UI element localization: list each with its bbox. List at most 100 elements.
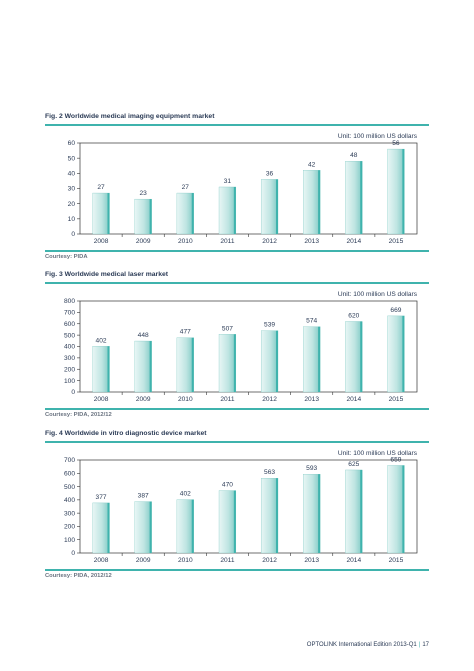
y-tick-label: 60 bbox=[68, 140, 76, 147]
data-label: 625 bbox=[348, 461, 359, 468]
y-tick-label: 700 bbox=[64, 310, 75, 317]
y-tick-label: 800 bbox=[64, 298, 75, 305]
figure-title: Fig. 4 Worldwide in vitro diagnostic dev… bbox=[45, 430, 207, 437]
data-label: 448 bbox=[138, 332, 149, 339]
bar bbox=[260, 179, 279, 235]
data-label: 470 bbox=[222, 482, 233, 489]
x-tick-label: 2008 bbox=[94, 238, 109, 245]
y-tick-label: 50 bbox=[68, 155, 76, 162]
x-tick-label: 2015 bbox=[389, 396, 404, 403]
bar-edge bbox=[318, 170, 321, 234]
bar-edge bbox=[233, 490, 236, 553]
x-tick-label: 2011 bbox=[220, 396, 235, 403]
data-label: 36 bbox=[266, 170, 274, 177]
laser-market-chart: Unit: 100 million US dollars 0 100 200 300 40… bbox=[45, 287, 429, 407]
bar bbox=[176, 337, 194, 393]
bar-edge bbox=[107, 502, 110, 553]
figure-title: Fig. 2 Worldwide medical imaging equipme… bbox=[45, 113, 215, 120]
bar bbox=[134, 501, 152, 554]
bar bbox=[345, 469, 363, 554]
top-divider bbox=[45, 441, 429, 443]
unit-label: Unit: 100 million US dollars bbox=[338, 450, 418, 457]
bar-edge bbox=[402, 465, 405, 553]
bar bbox=[92, 502, 110, 554]
y-tick-label: 500 bbox=[64, 332, 75, 339]
top-divider bbox=[45, 124, 429, 126]
bar-edge bbox=[275, 179, 278, 234]
y-tick-label: 100 bbox=[64, 378, 75, 385]
bar bbox=[345, 161, 363, 235]
data-label: 593 bbox=[306, 465, 317, 472]
data-label: 56 bbox=[392, 140, 400, 147]
bar-edge bbox=[107, 193, 110, 234]
courtesy-note: Courtesy: PIDA bbox=[45, 254, 88, 260]
bar bbox=[303, 326, 321, 393]
chart-svg: Unit: 100 million US dollars 0 100 200 300 40… bbox=[64, 291, 418, 403]
data-label: 23 bbox=[140, 190, 148, 197]
y-tick-label: 700 bbox=[64, 457, 75, 464]
x-tick-label: 2014 bbox=[346, 396, 361, 403]
page-number: 17 bbox=[422, 642, 429, 648]
x-tick-label: 2015 bbox=[389, 238, 404, 245]
bar-edge bbox=[191, 499, 194, 553]
bar-edge bbox=[402, 149, 405, 234]
x-tick-label: 2009 bbox=[136, 557, 151, 564]
ivd-market-chart: Unit: 100 million US dollars 0 100 200 300 40… bbox=[45, 446, 429, 568]
footer-publication: OPTOLINK International Edition 2013-Q1 bbox=[306, 642, 417, 648]
bar bbox=[303, 474, 321, 554]
bar bbox=[387, 148, 405, 235]
y-tick-label: 10 bbox=[68, 216, 76, 223]
x-tick-label: 2012 bbox=[262, 557, 277, 564]
x-tick-label: 2014 bbox=[346, 238, 361, 245]
data-label: 507 bbox=[222, 325, 233, 332]
bar-edge bbox=[191, 193, 194, 234]
unit-label: Unit: 100 million US dollars bbox=[338, 291, 418, 298]
data-label: 48 bbox=[350, 152, 358, 159]
bar-edge bbox=[107, 346, 110, 392]
bottom-divider bbox=[45, 250, 429, 252]
bar bbox=[134, 340, 152, 393]
x-tick-label: 2013 bbox=[304, 557, 319, 564]
x-tick-label: 2009 bbox=[136, 396, 151, 403]
bar-edge bbox=[360, 161, 363, 234]
courtesy-note: Courtesy: PIDA, 2012/12 bbox=[45, 412, 112, 418]
bar-edge bbox=[191, 337, 194, 392]
x-tick-label: 2015 bbox=[389, 557, 404, 564]
y-tick-label: 30 bbox=[68, 186, 76, 193]
data-label: 42 bbox=[308, 161, 316, 168]
data-label: 27 bbox=[182, 184, 190, 191]
y-tick-label: 500 bbox=[64, 484, 75, 491]
x-tick-label: 2011 bbox=[220, 238, 235, 245]
page-footer: OPTOLINK International Edition 2013-Q1 | 1… bbox=[307, 642, 429, 648]
y-tick-label: 200 bbox=[64, 366, 75, 373]
y-tick-label: 100 bbox=[64, 537, 75, 544]
data-label: 620 bbox=[348, 312, 359, 319]
data-label: 477 bbox=[180, 329, 191, 336]
bar-edge bbox=[149, 199, 152, 234]
figure-title: Fig. 3 Worldwide medical laser market bbox=[45, 271, 169, 278]
y-tick-label: 0 bbox=[71, 231, 75, 238]
bottom-divider bbox=[45, 408, 429, 410]
data-label: 27 bbox=[97, 184, 105, 191]
x-tick-label: 2011 bbox=[220, 557, 235, 564]
data-label: 31 bbox=[224, 178, 232, 185]
y-tick-label: 300 bbox=[64, 355, 75, 362]
bar bbox=[92, 346, 110, 393]
y-tick-label: 400 bbox=[64, 344, 75, 351]
bar bbox=[387, 315, 405, 393]
x-tick-label: 2009 bbox=[136, 238, 151, 245]
y-tick-label: 20 bbox=[68, 201, 76, 208]
data-label: 669 bbox=[390, 307, 401, 314]
y-tick-label: 40 bbox=[68, 171, 76, 178]
x-tick-label: 2008 bbox=[94, 396, 109, 403]
bar bbox=[176, 192, 194, 235]
bar bbox=[92, 192, 110, 235]
bar bbox=[303, 170, 321, 235]
imaging-market-chart: Unit: 100 million US dollars 0 10 20 30 40 50 6… bbox=[45, 129, 429, 249]
chart-svg: Unit: 100 million US dollars 0 100 200 300 40… bbox=[64, 450, 418, 564]
bar-edge bbox=[275, 330, 278, 392]
y-tick-label: 300 bbox=[64, 510, 75, 517]
x-tick-label: 2013 bbox=[304, 396, 319, 403]
plot-frame bbox=[79, 142, 418, 235]
bar-edge bbox=[233, 186, 236, 234]
